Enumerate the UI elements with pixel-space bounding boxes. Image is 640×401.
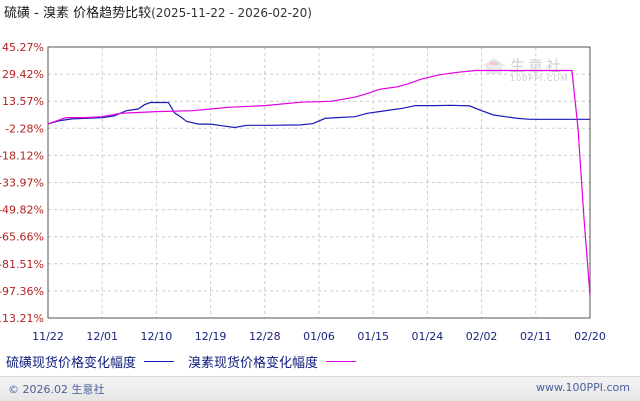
x-axis-labels: 11/22 12/01 12/10 12/19 12/28 01/06 01/15 01/24… bbox=[32, 330, 606, 343]
y-tick-label: 45.27% bbox=[2, 41, 44, 54]
y-tick-label: 13.57% bbox=[2, 95, 44, 108]
chart-title-text: 硫磺 - 溴素 价格趋势比较 bbox=[4, 6, 152, 21]
x-tick-label: 01/06 bbox=[303, 330, 335, 343]
x-tick-label: 12/28 bbox=[249, 330, 281, 343]
chart-title: 硫磺 - 溴素 价格趋势比较(2025-11-22 - 2026-02-20) bbox=[4, 2, 312, 21]
series-line-1 bbox=[47, 101, 590, 129]
series-line-2 bbox=[47, 69, 591, 296]
legend: 硫磺现货价格变化幅度 溴素现货价格变化幅度 bbox=[6, 352, 370, 371]
x-tick-label: 12/19 bbox=[195, 330, 227, 343]
y-tick-label: -65.66% bbox=[0, 231, 44, 244]
x-tick-label: 02/11 bbox=[520, 330, 552, 343]
x-tick-label: 11/22 bbox=[32, 330, 64, 343]
y-tick-label: -113.21% bbox=[0, 312, 44, 325]
chart-date-range: (2025-11-22 - 2026-02-20) bbox=[151, 6, 312, 20]
legend-line-bromine bbox=[326, 361, 357, 362]
grid bbox=[47, 46, 591, 319]
x-tick-label: 02/20 bbox=[574, 330, 606, 343]
chart-plot: 45.27% 29.42% 13.57% -2.28% -18.12% -33.97% -4… bbox=[0, 41, 606, 343]
x-tick-label: 12/10 bbox=[141, 330, 173, 343]
legend-line-sulfur bbox=[144, 361, 175, 362]
y-tick-label: -97.36% bbox=[0, 285, 44, 298]
y-tick-label: -18.12% bbox=[0, 149, 44, 162]
y-tick-label: -33.97% bbox=[0, 177, 44, 190]
x-tick-label: 02/02 bbox=[466, 330, 498, 343]
footer-url-link[interactable]: www.100PPI.com bbox=[536, 381, 630, 394]
plot-frame bbox=[47, 46, 591, 319]
x-tick-label: 12/01 bbox=[86, 330, 118, 343]
footer-copyright: © 2026.02 生意社 bbox=[8, 383, 105, 396]
legend-label-sulfur: 硫磺现货价格变化幅度 bbox=[6, 356, 137, 371]
legend-item-sulfur: 硫磺现货价格变化幅度 bbox=[6, 352, 175, 371]
y-tick-label: 29.42% bbox=[2, 68, 44, 81]
footer: © 2026.02 生意社 www.100PPI.com bbox=[0, 376, 640, 401]
y-tick-label: -81.51% bbox=[0, 258, 44, 271]
y-tick-label: -49.82% bbox=[0, 204, 44, 217]
legend-item-bromine: 溴素现货价格变化幅度 bbox=[188, 352, 357, 371]
watermark-sub-text: 100PPI.COM bbox=[510, 74, 569, 83]
x-tick-label: 01/15 bbox=[357, 330, 389, 343]
series-lines bbox=[47, 69, 591, 296]
legend-label-bromine: 溴素现货价格变化幅度 bbox=[188, 356, 319, 371]
x-tick-label: 01/24 bbox=[412, 330, 444, 343]
house-icon bbox=[482, 57, 506, 74]
y-tick-label: -2.28% bbox=[5, 122, 44, 135]
y-axis-labels: 45.27% 29.42% 13.57% -2.28% -18.12% -33.97% -4… bbox=[0, 41, 44, 325]
